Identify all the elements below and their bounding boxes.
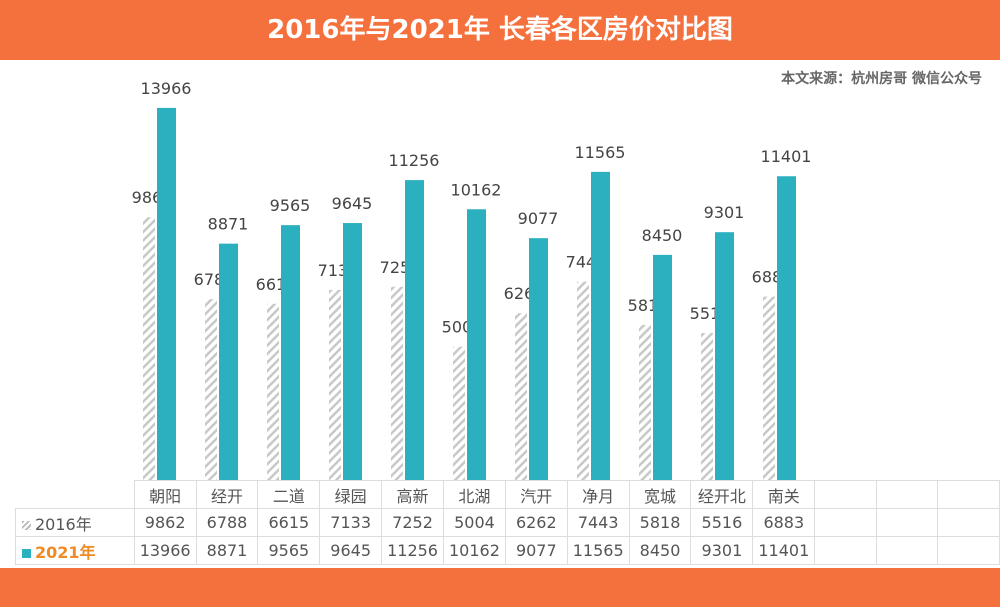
bar-2021-7: [591, 171, 610, 480]
category-label: 北湖: [442, 480, 506, 509]
table-cell-2021: 8871: [195, 536, 259, 565]
data-label-2021-0: 13966: [141, 79, 192, 98]
bar-2016-6: [515, 313, 527, 480]
empty-cell: [814, 536, 877, 565]
hatch-swatch-icon: [22, 520, 31, 530]
category-label: 经开: [195, 480, 259, 509]
table-cell-2016: 6788: [195, 508, 259, 537]
table-cell-2016: 7252: [381, 508, 444, 537]
data-label-2021-4: 11256: [389, 151, 440, 170]
data-label-2021-5: 10162: [451, 180, 502, 199]
bar-2016-5: [453, 346, 465, 480]
table-cell-2021: 10162: [442, 536, 506, 565]
data-label-2021-1: 8871: [208, 215, 249, 234]
bar-2021-6: [529, 238, 548, 480]
legend-2021-label: 2021年: [35, 542, 96, 562]
category-label: 经开北: [690, 480, 754, 509]
legend-2021: 2021年: [15, 536, 135, 565]
bar-2021-3: [343, 223, 362, 480]
data-label-2021-7: 11565: [575, 143, 626, 162]
table-cell-2021: 9301: [690, 536, 754, 565]
data-table: 朝阳 经开 二道 绿园 高新 北湖 汽开 净月 宽城 经开北 南关 2016年 9862 6788 661…: [15, 480, 1000, 565]
bar-2021-9: [715, 232, 734, 480]
footer-banner: [0, 568, 1000, 607]
bar-2021-8: [653, 254, 672, 480]
empty-cell: [937, 480, 1000, 509]
empty-cell: [814, 508, 877, 537]
data-label-2021-8: 8450: [642, 226, 683, 245]
category-label: 二道: [257, 480, 321, 509]
table-cell-2016: 5516: [690, 508, 754, 537]
bar-2021-10: [777, 176, 796, 480]
bar-2021-2: [281, 225, 300, 480]
empty-cell: [875, 536, 939, 565]
category-label: 南关: [752, 480, 816, 509]
bar-2021-1: [219, 243, 238, 480]
data-label-2021-6: 9077: [518, 209, 559, 228]
bar-2016-3: [329, 289, 341, 480]
table-cell-2016: 7133: [319, 508, 383, 537]
data-label-2021-3: 9645: [332, 194, 373, 213]
bar-2016-9: [701, 333, 713, 480]
table-cell-2021: 11256: [381, 536, 444, 565]
table-corner: [15, 480, 135, 509]
empty-cell: [814, 480, 877, 509]
legend-2016: 2016年: [15, 508, 135, 537]
data-label-2021-2: 9565: [270, 196, 311, 215]
category-label: 朝阳: [133, 480, 197, 509]
table-cell-2021: 9645: [319, 536, 383, 565]
table-cell-2016: 6262: [504, 508, 568, 537]
data-label-2021-10: 11401: [761, 147, 812, 166]
bar-2016-0: [143, 217, 155, 480]
bar-2016-7: [577, 281, 589, 480]
table-cell-2016: 5004: [442, 508, 506, 537]
chart-title: 2016年与2021年 长春各区房价对比图: [267, 15, 733, 45]
bar-2021-4: [405, 180, 424, 480]
teal-swatch-icon: [22, 548, 31, 558]
table-cell-2016: 9862: [133, 508, 197, 537]
empty-cell: [937, 508, 1000, 537]
table-cell-2016: 6883: [752, 508, 816, 537]
table-cell-2016: 5818: [628, 508, 692, 537]
bar-2016-10: [763, 296, 775, 480]
table-cell-2021: 8450: [628, 536, 692, 565]
bar-2016-1: [205, 299, 217, 480]
table-cell-2016: 6615: [257, 508, 321, 537]
empty-cell: [875, 508, 939, 537]
bar-2016-8: [639, 324, 651, 480]
category-label: 高新: [381, 480, 444, 509]
bar-2021-5: [467, 209, 486, 480]
table-cell-2021: 13966: [133, 536, 197, 565]
table-cell-2016: 7443: [566, 508, 630, 537]
category-label: 净月: [566, 480, 630, 509]
bar-2016-2: [267, 303, 279, 480]
table-cell-2021: 11401: [752, 536, 816, 565]
table-cell-2021: 9077: [504, 536, 568, 565]
category-label: 绿园: [319, 480, 383, 509]
bar-2016-4: [391, 286, 403, 480]
bar-2021-0: [157, 107, 176, 481]
table-cell-2021: 11565: [566, 536, 630, 565]
category-label: 宽城: [628, 480, 692, 509]
category-label: 汽开: [504, 480, 568, 509]
data-label-2021-9: 9301: [704, 203, 745, 222]
empty-cell: [875, 480, 939, 509]
empty-cell: [937, 536, 1000, 565]
title-banner: [0, 0, 1000, 60]
legend-2016-label: 2016年: [35, 514, 92, 534]
source-note: 本文来源：杭州房哥 微信公众号: [781, 71, 982, 87]
table-cell-2021: 9565: [257, 536, 321, 565]
